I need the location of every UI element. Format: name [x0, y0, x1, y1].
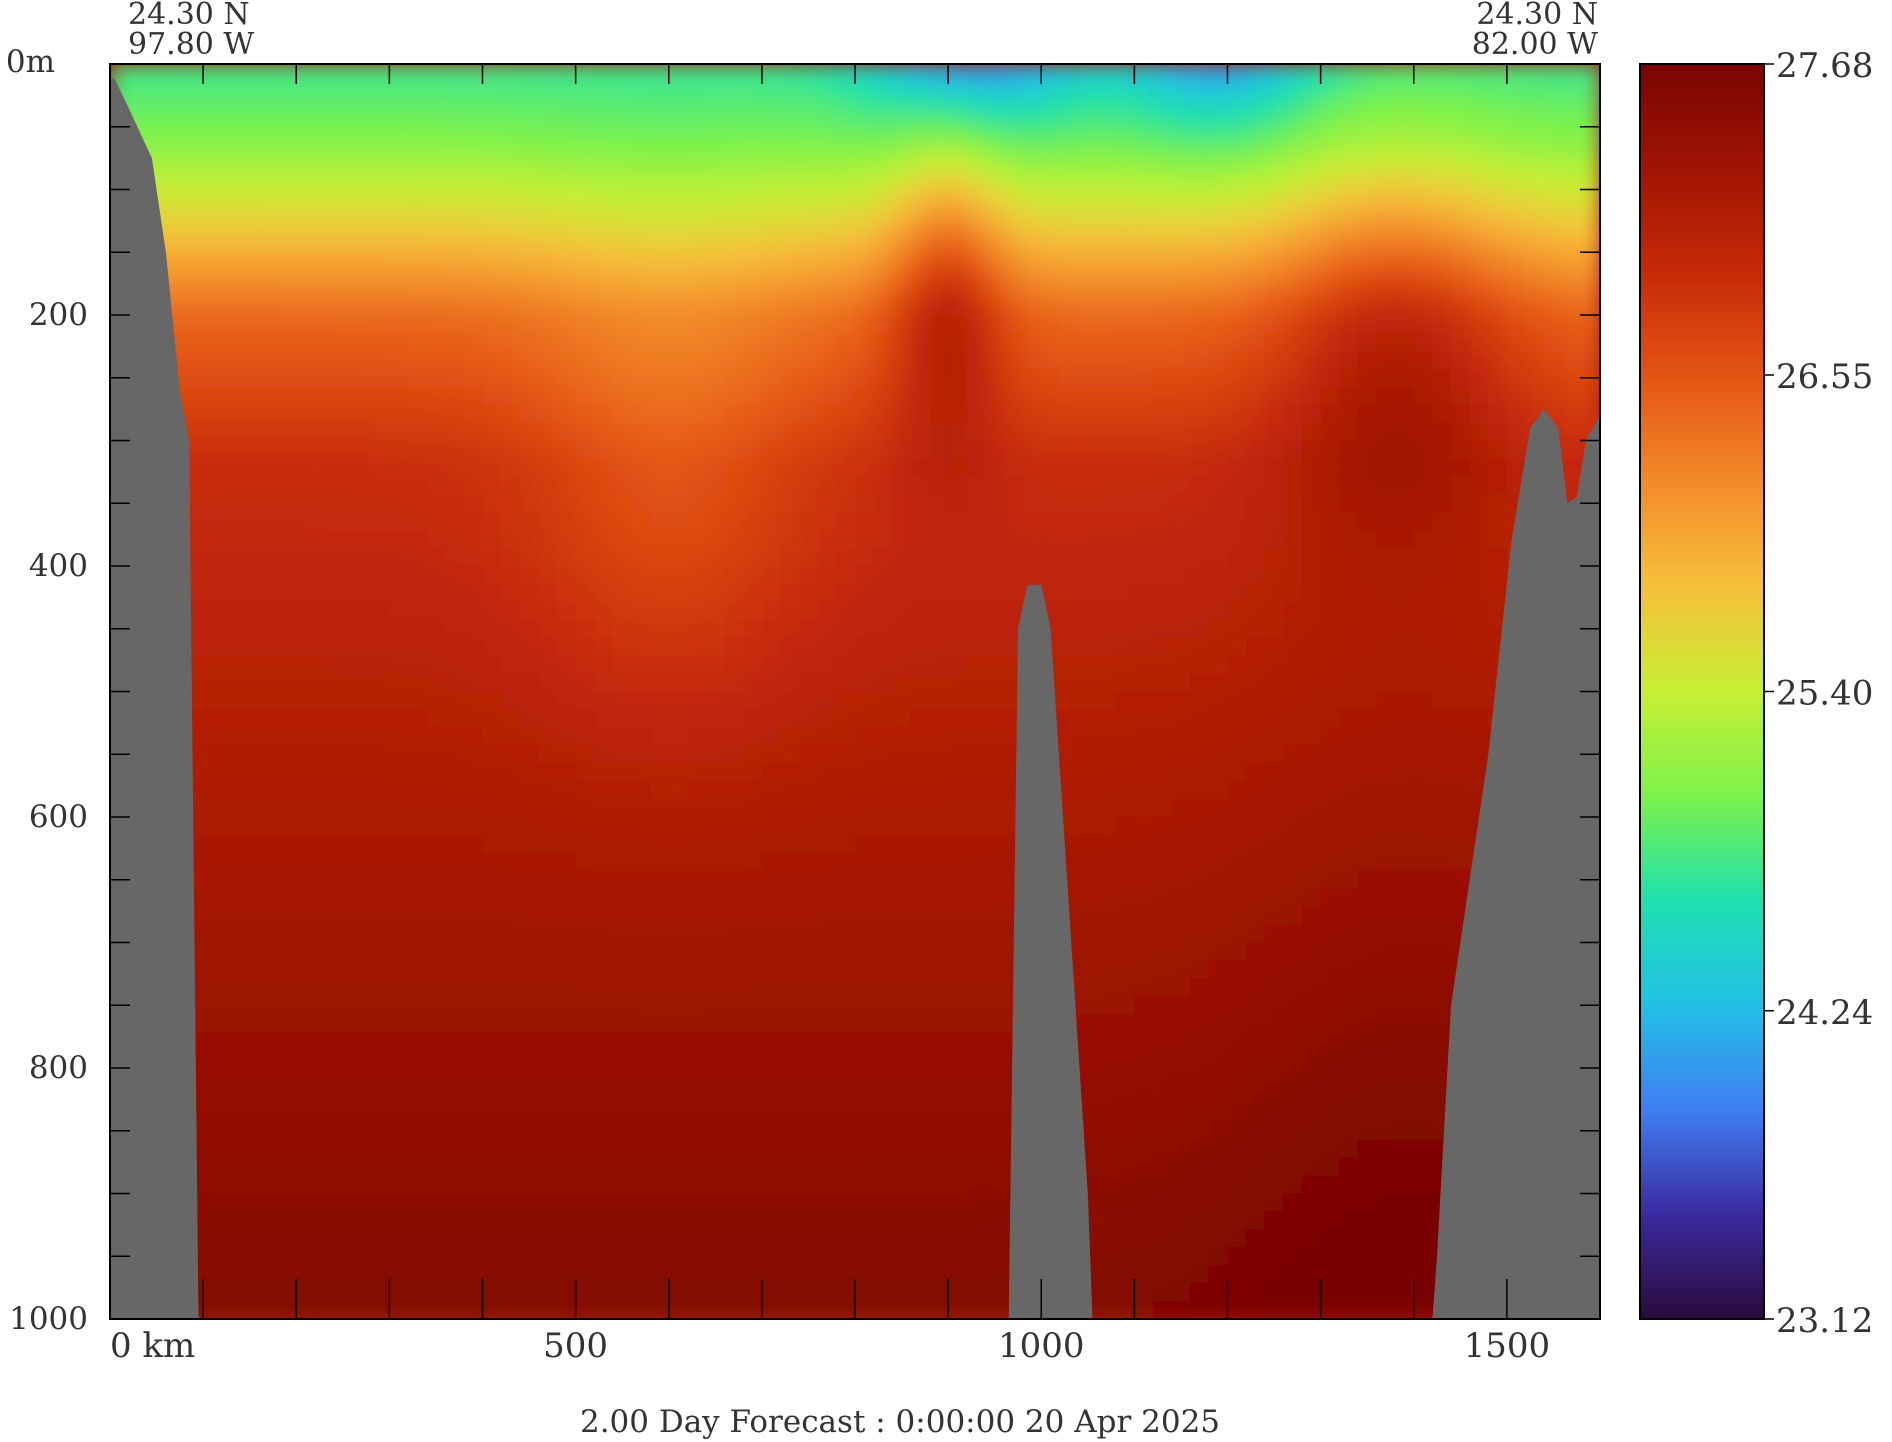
y-tick-label: 0m [6, 44, 55, 80]
x-tick-label: 500 [543, 1326, 608, 1366]
left-lat-label: 24.30 N [128, 0, 250, 32]
colorbar-tick-label: 24.24 [1776, 993, 1873, 1033]
right-lon-label: 82.00 W [1472, 27, 1598, 62]
y-tick-label: 1000 [9, 1301, 88, 1337]
y-tick-label: 600 [29, 799, 88, 835]
land-left-shelf [110, 76, 199, 1319]
bathymetry-land [110, 76, 1600, 1319]
land-mid-ridge [1008, 584, 1093, 1319]
x-axis-labels: 0 km 500 1000 1500 [110, 1326, 1550, 1366]
y-tick-label: 200 [29, 297, 88, 333]
axis-ticks [109, 63, 1601, 1320]
left-lon-label: 97.80 W [128, 27, 254, 62]
colorbar-tick-label: 23.12 [1776, 1301, 1873, 1341]
colorbar-tick-label: 26.55 [1776, 357, 1873, 397]
x-tick-label: 1500 [1464, 1326, 1551, 1366]
colorbar [1639, 63, 1765, 1320]
land-right-slope [1432, 409, 1600, 1319]
y-axis-labels: 0m 200 400 600 800 1000 [6, 44, 88, 1337]
colorbar-labels: 27.68 26.55 25.40 24.24 23.12 [1764, 46, 1873, 1341]
right-lat-label: 24.30 N [1476, 0, 1598, 32]
colorbar-tick-label: 25.40 [1776, 674, 1873, 714]
temperature-field [110, 64, 1600, 1319]
x-tick-label: 0 km [110, 1326, 195, 1366]
y-tick-label: 800 [29, 1050, 88, 1086]
x-tick-label: 1000 [998, 1326, 1085, 1366]
y-tick-label: 400 [29, 548, 88, 584]
colorbar-tick-label: 27.68 [1776, 46, 1873, 86]
chart-title: 2.00 Day Forecast : 0:00:00 20 Apr 2025 [580, 1404, 1220, 1440]
